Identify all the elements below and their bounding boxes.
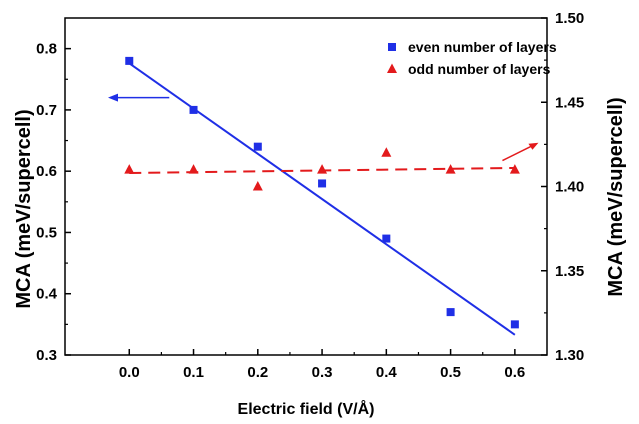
y-left-tick-label: 0.5 xyxy=(36,224,57,241)
x-tick-label: 0.1 xyxy=(183,364,204,381)
x-tick-label: 0.5 xyxy=(440,364,461,381)
y-right-tick-label: 1.40 xyxy=(555,179,584,196)
legend-even-label: even number of layers xyxy=(408,39,557,55)
y-axis-left-title: MCA (meV/supercell) xyxy=(13,109,35,308)
x-axis-ticks: 0.0 0.1 0.2 0.3 0.4 0.5 0.6 xyxy=(119,349,525,381)
y-left-tick-label: 0.7 xyxy=(36,102,57,119)
left-axis-arrow-head xyxy=(107,93,118,102)
x-axis-title: Electric field (V/Å) xyxy=(238,399,375,418)
data-markers xyxy=(124,56,520,329)
axis-arrows xyxy=(107,93,539,162)
even-data-point xyxy=(125,56,134,65)
odd-data-point xyxy=(445,164,456,174)
odd-data-point xyxy=(509,164,520,174)
y-right-tick-label: 1.50 xyxy=(555,10,584,27)
y-right-tick-label: 1.35 xyxy=(555,263,584,280)
even-data-point xyxy=(382,234,391,243)
even-data-point xyxy=(318,179,327,188)
odd-data-point xyxy=(317,164,328,174)
y-left-tick-label: 0.3 xyxy=(36,347,57,364)
even-fit-line xyxy=(128,62,516,336)
legend-even-marker xyxy=(388,43,396,51)
y-left-tick-label: 0.6 xyxy=(36,163,57,180)
legend: even number of layers odd number of layer… xyxy=(387,39,557,77)
x-tick-label: 0.4 xyxy=(376,364,398,381)
fit-lines xyxy=(128,62,516,336)
odd-data-point xyxy=(252,181,263,191)
even-data-point xyxy=(510,320,519,329)
legend-odd-marker xyxy=(387,63,397,73)
legend-odd-label: odd number of layers xyxy=(408,61,551,77)
odd-data-point xyxy=(124,164,135,174)
x-tick-label: 0.0 xyxy=(119,364,140,381)
odd-data-point xyxy=(188,164,199,174)
y-left-tick-label: 0.8 xyxy=(36,41,57,58)
odd-data-point xyxy=(381,147,392,157)
even-data-point xyxy=(189,105,198,114)
y-axis-right-title: MCA (meV/supercell) xyxy=(605,97,627,296)
x-tick-label: 0.6 xyxy=(504,364,525,381)
right-axis-ticks: 1.30 1.35 1.40 1.45 1.50 xyxy=(541,10,584,364)
even-data-point xyxy=(253,142,262,151)
y-right-tick-label: 1.45 xyxy=(555,94,584,111)
x-tick-label: 0.2 xyxy=(247,364,268,381)
y-left-tick-label: 0.4 xyxy=(36,286,58,303)
y-right-tick-label: 1.30 xyxy=(555,347,584,364)
right-axis-arrow-shaft xyxy=(502,144,535,162)
even-data-point xyxy=(446,308,455,317)
left-axis-ticks: 0.3 0.4 0.5 0.6 0.7 0.8 xyxy=(36,41,71,364)
right-axis-arrow-head xyxy=(528,142,539,150)
x-tick-label: 0.3 xyxy=(312,364,333,381)
